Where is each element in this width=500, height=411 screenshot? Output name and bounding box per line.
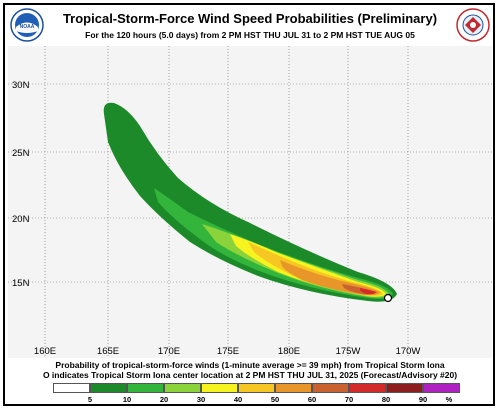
legend-label: 20 xyxy=(159,395,169,404)
probability-contour-80pct xyxy=(360,288,376,295)
lat-label: 25N xyxy=(12,148,30,159)
legend-swatch-40 xyxy=(201,383,238,393)
legend-swatch-5 xyxy=(53,383,90,393)
noaa-logo-icon: NOAA xyxy=(10,8,44,42)
lon-label: 160E xyxy=(34,346,56,357)
map-svg: 30N 25N 20N 15N 160E 165E 170E 175E 180E… xyxy=(8,46,492,358)
lon-label: 170E xyxy=(158,346,180,357)
lat-label: 15N xyxy=(12,278,30,289)
map-subtitle: For the 120 hours (5.0 days) from 2 PM H… xyxy=(85,30,415,40)
probability-contour-20pct xyxy=(154,188,393,299)
legend-swatch-100 xyxy=(423,383,460,393)
legend-label: 5 xyxy=(87,395,93,404)
legend-swatch-50 xyxy=(238,383,275,393)
noaa-logo: NOAA xyxy=(10,8,44,42)
caption-line-2: O indicates Tropical Storm Iona center l… xyxy=(42,370,458,380)
lon-label: 175E xyxy=(217,346,239,357)
lon-label: 180E xyxy=(278,346,300,357)
legend-swatch-20 xyxy=(127,383,164,393)
probability-contour-60pct xyxy=(280,260,380,296)
legend-label: 70 xyxy=(344,395,354,404)
legend-swatch-70 xyxy=(312,383,349,393)
lon-label: 165E xyxy=(97,346,119,357)
legend-label: 40 xyxy=(233,395,243,404)
lat-label: 30N xyxy=(12,80,30,91)
legend-swatch-60 xyxy=(275,383,312,393)
legend-label: % xyxy=(445,395,453,404)
legend-label: 90 xyxy=(418,395,428,404)
lon-label: 175W xyxy=(336,346,361,357)
map-title: Tropical-Storm-Force Wind Speed Probabil… xyxy=(62,11,438,26)
legend-swatch-30 xyxy=(164,383,201,393)
national-weather-service-logo xyxy=(456,8,490,42)
legend-swatch-90 xyxy=(386,383,423,393)
caption-line-1: Probability of tropical-storm-force wind… xyxy=(55,360,445,370)
nws-logo-icon xyxy=(456,8,490,42)
legend-label: 60 xyxy=(307,395,317,404)
legend-label: 30 xyxy=(196,395,206,404)
legend-label: 10 xyxy=(122,395,132,404)
lat-label: 20N xyxy=(12,214,30,225)
legend-swatch-10 xyxy=(90,383,127,393)
legend-label: 80 xyxy=(381,395,391,404)
svg-text:NOAA: NOAA xyxy=(20,24,35,30)
legend-swatch-80 xyxy=(349,383,386,393)
probability-map: 30N 25N 20N 15N 160E 165E 170E 175E 180E… xyxy=(8,46,492,358)
probability-contour-50pct xyxy=(248,242,383,296)
lon-label: 170W xyxy=(396,346,421,357)
probability-contour-10pct xyxy=(103,102,397,302)
storm-center-marker xyxy=(383,293,393,303)
legend-label: 50 xyxy=(270,395,280,404)
